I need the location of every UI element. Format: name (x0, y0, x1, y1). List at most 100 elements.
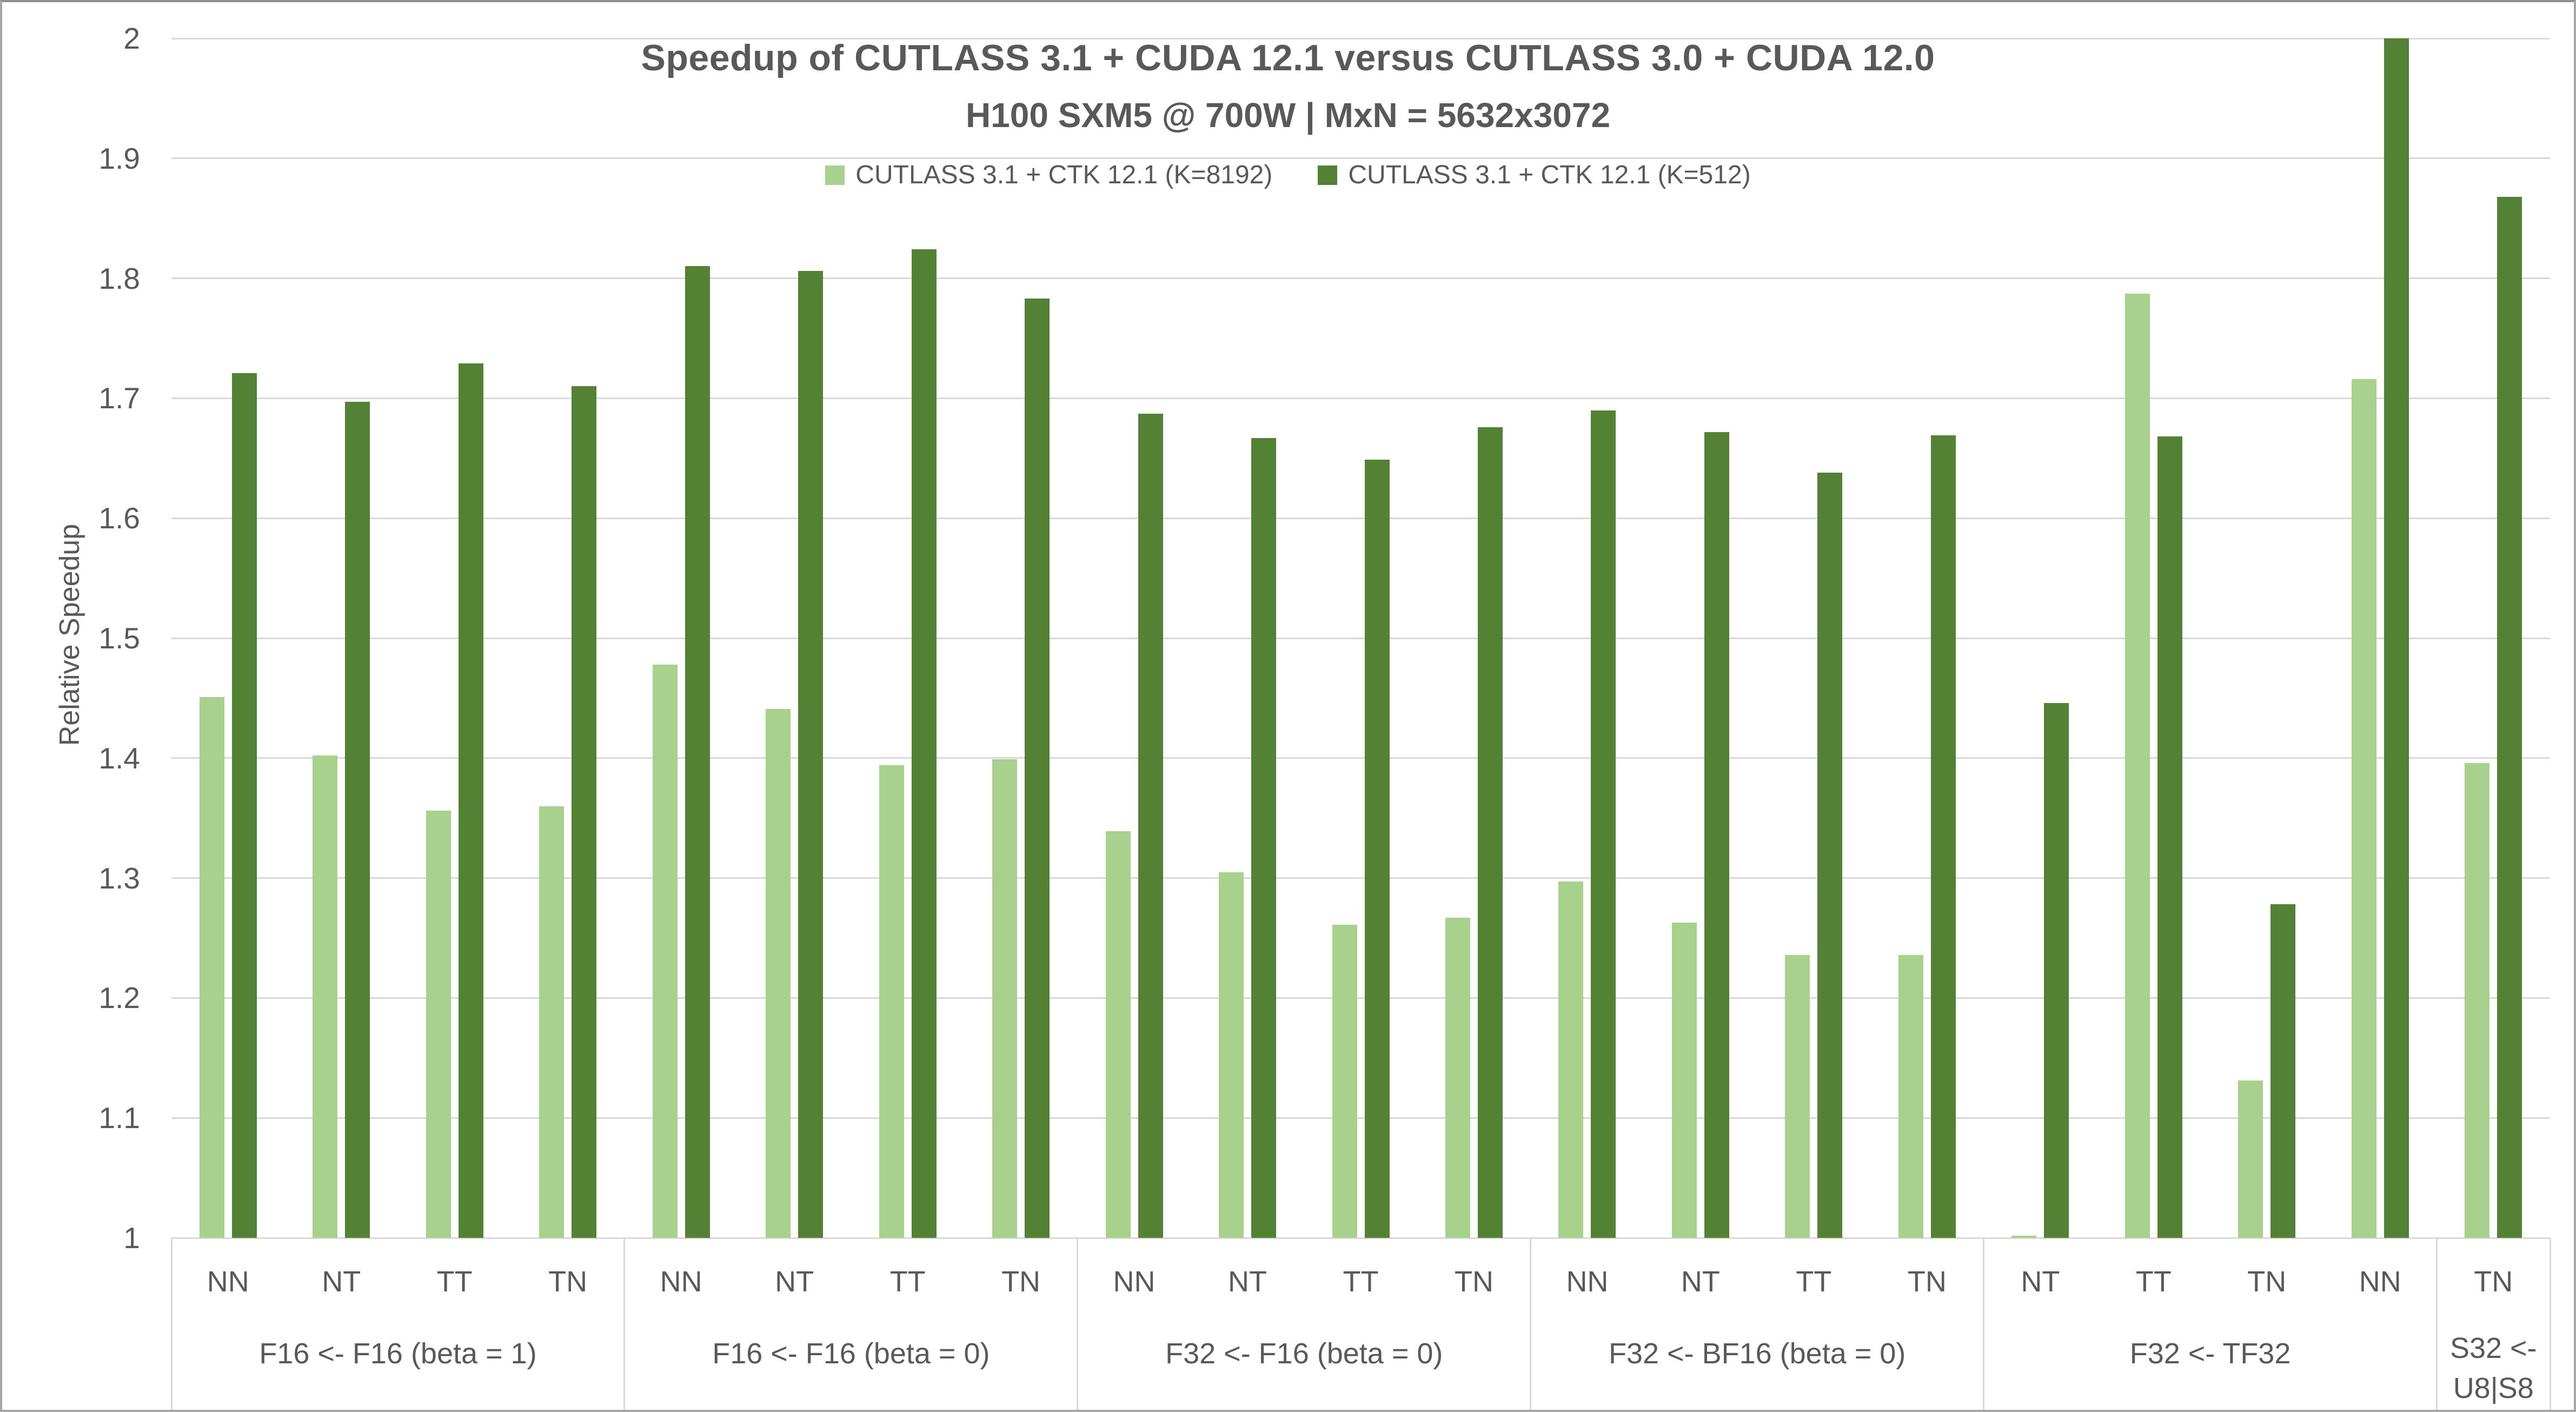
bar-k512 (1364, 459, 1390, 1238)
bar-k8192 (1105, 831, 1131, 1238)
bar-k8192 (539, 806, 565, 1238)
x-tick-label: NN (1113, 1265, 1156, 1298)
bar-k512 (2157, 436, 2182, 1238)
x-tick-label: TT (2135, 1265, 2172, 1298)
bar-k8192 (2124, 294, 2150, 1238)
bar-k8192 (879, 765, 904, 1238)
gridline (171, 877, 2550, 879)
bar-k8192 (2351, 379, 2376, 1238)
group-separator (1983, 1238, 1985, 1410)
bar-k512 (1025, 299, 1050, 1238)
x-tick-label: NT (2021, 1265, 2060, 1298)
group-separator (1530, 1238, 1532, 1410)
x-tick-label: NT (322, 1265, 361, 1298)
group-label: U8|S8 (2453, 1372, 2534, 1404)
bar-k512 (798, 271, 824, 1238)
group-label: F16 <- F16 (beta = 1) (259, 1337, 537, 1370)
bar-k512 (1817, 472, 1843, 1238)
bar-k8192 (1445, 917, 1470, 1238)
group-separator (2436, 1238, 2438, 1410)
chart-title: Speedup of CUTLASS 3.1 + CUDA 12.1 versu… (641, 37, 1935, 78)
y-tick-label: 1.9 (98, 141, 140, 175)
bar-k8192 (2465, 763, 2490, 1238)
bar-k8192 (1558, 881, 1584, 1238)
group-separator (170, 1238, 172, 1410)
legend-label-k8192: CUTLASS 3.1 + CTK 12.1 (K=8192) (855, 161, 1273, 189)
legend-item-k8192: CUTLASS 3.1 + CTK 12.1 (K=8192) (825, 160, 1272, 190)
x-tick-label: TN (1001, 1265, 1041, 1298)
x-tick-label: TT (889, 1265, 926, 1298)
gridline (171, 277, 2550, 280)
gridline (171, 157, 2550, 160)
y-tick-label: 1.5 (98, 621, 140, 655)
x-tick-label: TN (2247, 1265, 2287, 1298)
bar-k8192 (766, 708, 791, 1238)
bar-k512 (345, 402, 370, 1238)
x-tick-label: TT (1343, 1265, 1379, 1298)
group-label: F32 <- BF16 (beta = 0) (1609, 1337, 1906, 1370)
y-tick-label: 1.4 (98, 741, 140, 775)
bar-k512 (1251, 437, 1277, 1238)
bar-k512 (458, 363, 483, 1238)
gridline (171, 1117, 2550, 1119)
x-tick-label: NN (2359, 1265, 2401, 1298)
bar-k512 (1138, 414, 1163, 1238)
bar-k512 (1930, 435, 1956, 1238)
bar-k8192 (1785, 954, 1810, 1238)
legend-item-k512: CUTLASS 3.1 + CTK 12.1 (K=512) (1318, 160, 1751, 190)
bar-k512 (2497, 196, 2522, 1238)
bar-k8192 (1332, 925, 1357, 1238)
x-tick-label: NN (1566, 1265, 1609, 1298)
bar-k8192 (426, 811, 451, 1238)
x-tick-label: NN (660, 1265, 702, 1298)
gridline (171, 517, 2550, 519)
bar-k512 (2270, 904, 2296, 1238)
legend-swatch-k8192-icon (825, 165, 845, 185)
y-tick-label: 1 (123, 1221, 140, 1255)
bar-k8192 (313, 755, 338, 1238)
gridline (171, 757, 2550, 759)
x-tick-label: NT (775, 1265, 814, 1298)
gridline (171, 997, 2550, 999)
y-tick-label: 1.1 (98, 1101, 140, 1135)
bar-k512 (231, 373, 257, 1238)
bar-k8192 (199, 697, 224, 1238)
x-tick-label: TT (1796, 1265, 1832, 1298)
bar-k512 (1591, 410, 1616, 1238)
x-tick-label: NT (1228, 1265, 1267, 1298)
bar-k8192 (2011, 1235, 2037, 1238)
group-label: F32 <- TF32 (2129, 1337, 2291, 1370)
group-separator (623, 1238, 626, 1410)
bar-k8192 (2238, 1080, 2263, 1238)
bar-k512 (2384, 38, 2409, 1238)
x-tick-label: TT (436, 1265, 473, 1298)
x-tick-label: NN (207, 1265, 249, 1298)
bar-k512 (911, 249, 937, 1238)
gridline (171, 637, 2550, 639)
bar-k8192 (1219, 872, 1244, 1238)
group-label: F32 <- F16 (beta = 0) (1165, 1337, 1443, 1370)
group-label: F16 <- F16 (beta = 0) (712, 1337, 990, 1370)
y-tick-label: 1.8 (98, 261, 140, 295)
bar-k512 (1477, 427, 1503, 1238)
bar-k8192 (1898, 954, 1923, 1238)
y-tick-label: 1.3 (98, 861, 140, 895)
y-tick-label: 1.7 (98, 381, 140, 415)
chart-subtitle: H100 SXM5 @ 700W | MxN = 5632x3072 (965, 96, 1611, 135)
legend-label-k512: CUTLASS 3.1 + CTK 12.1 (K=512) (1348, 161, 1751, 189)
bar-k512 (1704, 432, 1729, 1238)
bar-k512 (572, 386, 597, 1238)
x-tick-label: TN (1907, 1265, 1947, 1298)
gridline (171, 1237, 2550, 1239)
x-tick-label: NT (1681, 1265, 1720, 1298)
bar-k8192 (1671, 922, 1697, 1238)
x-tick-label: TN (1454, 1265, 1493, 1298)
y-tick-label: 1.2 (98, 981, 140, 1015)
gridline (171, 37, 2550, 39)
group-label: S32 <- (2449, 1332, 2537, 1364)
bar-k8192 (992, 759, 1018, 1238)
gridline (171, 397, 2550, 399)
x-tick-label: TN (548, 1265, 588, 1298)
bar-k512 (2044, 702, 2069, 1238)
